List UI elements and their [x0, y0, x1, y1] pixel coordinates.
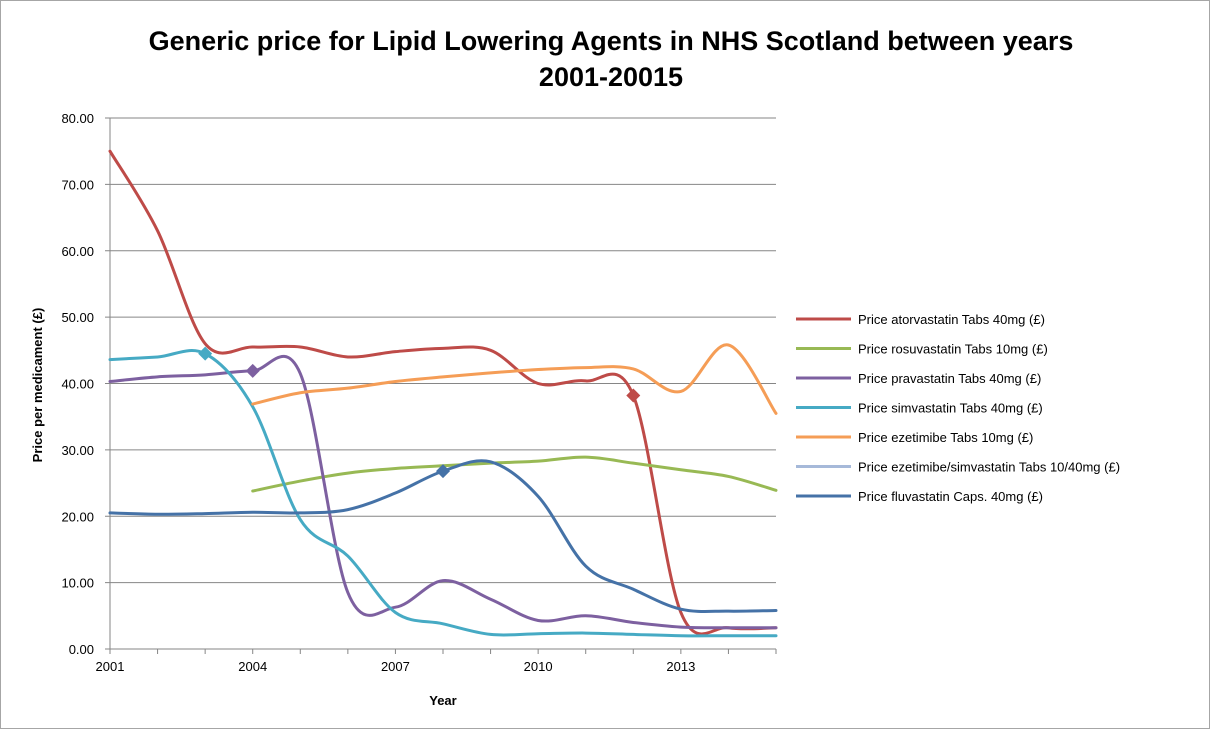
series-marker-0 [626, 388, 641, 403]
y-tick-label-7: 70.00 [61, 177, 94, 192]
legend-label-0: Price atorvastatin Tabs 40mg (£) [858, 312, 1045, 327]
legend-label-6: Price fluvastatin Caps. 40mg (£) [858, 489, 1043, 504]
x-tick-label-1: 2004 [238, 659, 267, 674]
y-tick-label-2: 20.00 [61, 509, 94, 524]
series-marker-6 [436, 464, 450, 479]
y-tick-label-8: 80.00 [61, 111, 94, 126]
series-marker-3 [198, 346, 213, 361]
x-tick-label-3: 2010 [524, 659, 553, 674]
series-marker-2 [245, 363, 260, 378]
legend-label-3: Price simvastatin Tabs 40mg (£) [858, 401, 1043, 416]
gridlines [110, 117, 776, 584]
x-tick-label-0: 2001 [96, 659, 125, 674]
series-lines [108, 149, 778, 638]
y-axis-title: Price per medicament (£) [30, 308, 45, 463]
x-axis-ticks: 2001 2004 2007 2010 2013 [96, 649, 777, 674]
legend-label-5: Price ezetimibe/simvastatin Tabs 10/40mg… [858, 460, 1120, 475]
y-tick-label-6: 60.00 [61, 244, 94, 259]
y-tick-label-4: 40.00 [61, 377, 94, 392]
legend-label-2: Price pravastatin Tabs 40mg (£) [858, 371, 1041, 386]
x-axis-title: Year [429, 693, 456, 708]
series-line-4 [251, 343, 778, 415]
y-tick-label-1: 10.00 [61, 576, 94, 591]
x-tick-label-4: 2013 [666, 659, 695, 674]
series-line-2 [108, 355, 778, 630]
series-line-6 [108, 459, 778, 613]
series-line-1 [251, 455, 778, 493]
y-tick-label-0: 0.00 [69, 642, 94, 657]
series-line-3 [108, 349, 778, 638]
y-axis-ticks: 0.00 10.00 20.00 30.00 40.00 50.00 60.00 70.00 8… [61, 111, 110, 657]
x-tick-label-2: 2007 [381, 659, 410, 674]
chart-title-line-2: 2001-20015 [539, 62, 683, 92]
legend: Price atorvastatin Tabs 40mg (£) Price ro… [796, 312, 1120, 504]
chart-title-line-1: Generic price for Lipid Lowering Agents … [149, 26, 1074, 56]
y-tick-label-3: 30.00 [61, 443, 94, 458]
legend-label-4: Price ezetimibe Tabs 10mg (£) [858, 430, 1033, 445]
y-tick-label-5: 50.00 [61, 310, 94, 325]
series-line-0 [108, 149, 778, 636]
legend-label-1: Price rosuvastatin Tabs 10mg (£) [858, 342, 1048, 357]
